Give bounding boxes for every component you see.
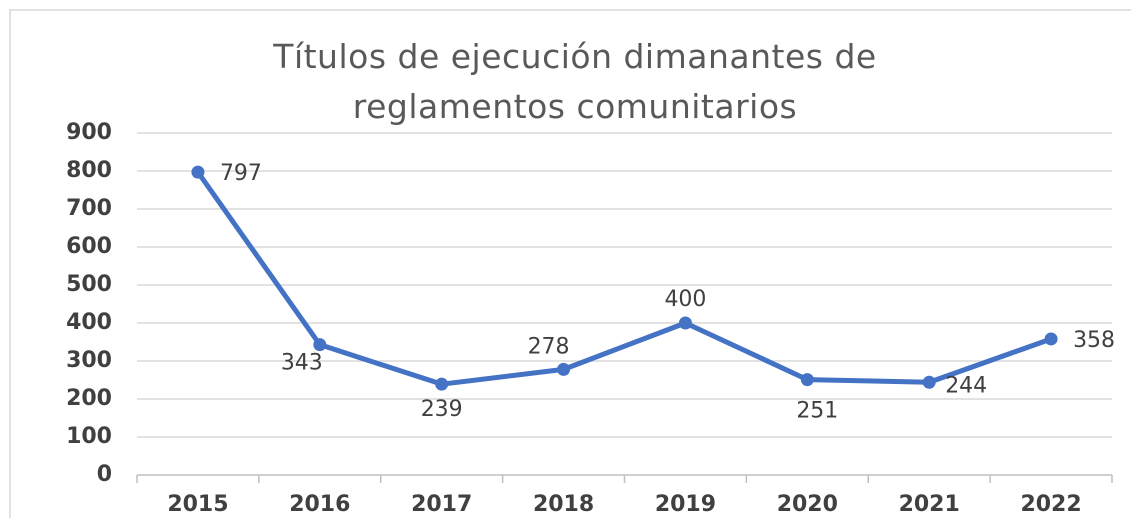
x-tick-label: 2020 xyxy=(777,492,838,517)
marker xyxy=(191,165,205,179)
x-tick-label: 2021 xyxy=(899,492,960,517)
y-tick-label: 900 xyxy=(66,120,112,145)
x-tick-label: 2017 xyxy=(411,492,472,517)
chart-frame xyxy=(9,9,1131,518)
x-tick-label: 2016 xyxy=(289,492,350,517)
y-tick-label: 200 xyxy=(66,386,112,411)
data-label: 278 xyxy=(528,334,570,359)
data-label: 400 xyxy=(664,287,706,312)
data-label: 358 xyxy=(1073,328,1115,353)
x-tick-label: 2018 xyxy=(533,492,594,517)
data-label: 343 xyxy=(281,351,323,376)
marker xyxy=(313,338,327,352)
x-tick-label: 2022 xyxy=(1020,492,1081,517)
y-tick-label: 700 xyxy=(66,196,112,221)
x-tick-label: 2019 xyxy=(655,492,716,517)
y-tick-label: 500 xyxy=(66,272,112,297)
y-tick-label: 600 xyxy=(66,234,112,259)
x-tick-label: 2015 xyxy=(167,492,228,517)
marker xyxy=(1044,332,1058,346)
data-label: 239 xyxy=(421,397,463,422)
y-tick-label: 100 xyxy=(66,424,112,449)
data-label: 244 xyxy=(945,373,987,398)
y-tick-label: 300 xyxy=(66,348,112,373)
data-label: 797 xyxy=(220,161,262,186)
marker xyxy=(435,377,449,391)
y-tick-label: 400 xyxy=(66,310,112,335)
marker xyxy=(678,316,692,330)
marker xyxy=(922,375,936,389)
marker xyxy=(557,362,571,376)
marker xyxy=(800,373,814,387)
y-tick-label: 0 xyxy=(97,462,112,487)
data-label: 251 xyxy=(796,399,838,424)
line xyxy=(195,170,1052,387)
y-tick-label: 800 xyxy=(66,158,112,183)
chart-title: Títulos de ejecución dimanantes de regla… xyxy=(273,37,877,126)
